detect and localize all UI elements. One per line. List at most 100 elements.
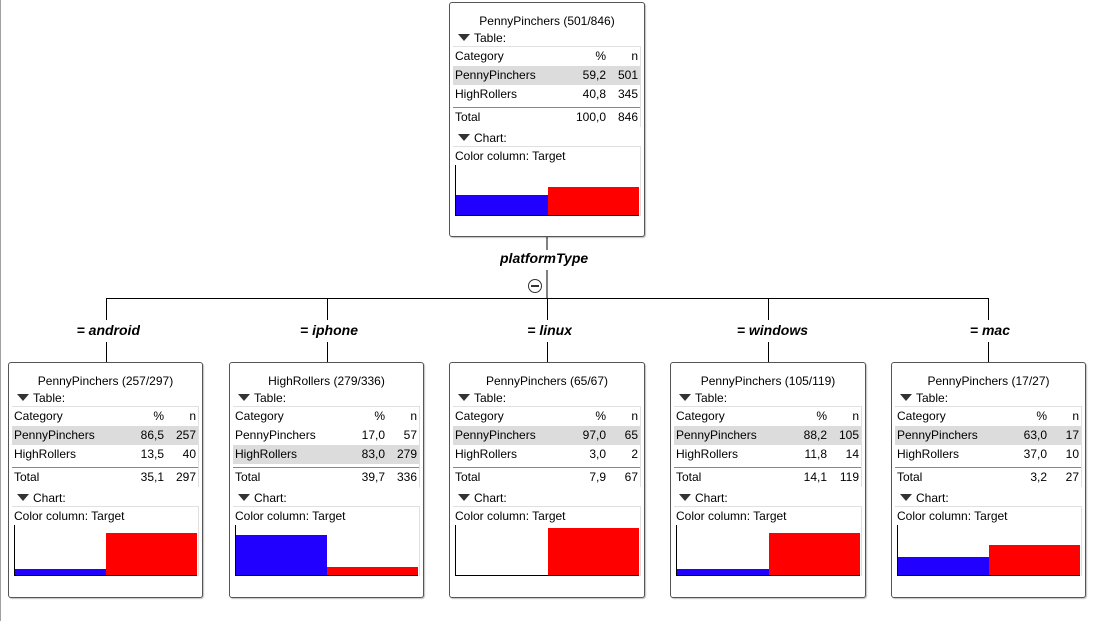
child-node[interactable]: PennyPinchers (17/27) Table: Category % …	[891, 362, 1086, 598]
chart-section-header[interactable]: Chart:	[238, 490, 423, 506]
chart-section-header[interactable]: Chart:	[900, 490, 1085, 506]
chart-section-header[interactable]: Chart:	[679, 490, 865, 506]
color-column-label: Color column: Target	[897, 509, 1008, 523]
row-percent: 83,0	[361, 447, 385, 461]
branch-condition-label: = android	[76, 322, 140, 338]
triangle-down-icon[interactable]	[458, 134, 470, 142]
bar-highrollers	[106, 533, 197, 575]
total-count: 67	[624, 470, 638, 484]
table-row: HighRollers 11,8 14	[674, 445, 861, 464]
table-label: Table:	[695, 391, 728, 405]
table-section-header[interactable]: Table:	[17, 390, 202, 406]
column-header-percent: %	[816, 409, 827, 423]
table-row: PennyPinchers 59,2 501	[453, 66, 640, 85]
table-row: HighRollers 37,0 10	[895, 445, 1081, 464]
column-header-percent: %	[595, 49, 606, 63]
table-row: PennyPinchers 88,2 105	[674, 426, 861, 445]
total-label: Total	[235, 470, 261, 484]
table-label: Table:	[916, 391, 949, 405]
node-title: PennyPinchers (105/119)	[700, 374, 836, 388]
table-row: PennyPinchers 86,5 257	[12, 426, 198, 445]
class-distribution-table: Category % n PennyPinchers 86,5 257 High…	[12, 406, 199, 487]
bar-highrollers	[768, 533, 860, 575]
table-row: HighRollers 83,0 279	[233, 445, 419, 464]
row-count: 501	[617, 68, 638, 82]
table-header-row: Category % n	[895, 407, 1081, 426]
table-header-row: Category % n	[233, 407, 419, 426]
chart-section-header[interactable]: Chart:	[17, 490, 202, 506]
bar-plot-area	[676, 525, 860, 576]
chart-label: Chart:	[254, 491, 287, 505]
triangle-down-icon[interactable]	[238, 494, 250, 502]
row-percent: 59,2	[582, 68, 606, 82]
column-header-category: Category	[676, 409, 725, 423]
child-node[interactable]: PennyPinchers (105/119) Table: Category …	[670, 362, 866, 598]
branch-condition-label: = linux	[527, 322, 572, 338]
column-header-n: n	[1072, 409, 1079, 423]
triangle-down-icon[interactable]	[17, 494, 29, 502]
column-header-category: Category	[455, 49, 504, 63]
triangle-down-icon[interactable]	[900, 494, 912, 502]
triangle-down-icon[interactable]	[900, 394, 912, 402]
node-title: PennyPinchers (65/67)	[485, 374, 609, 388]
triangle-down-icon[interactable]	[458, 34, 470, 42]
child-node[interactable]: PennyPinchers (65/67) Table: Category % …	[449, 362, 645, 598]
column-header-category: Category	[897, 409, 946, 423]
bar-pennypinchers	[898, 557, 989, 575]
row-count: 105	[838, 428, 859, 442]
triangle-down-icon[interactable]	[238, 394, 250, 402]
node-title: HighRollers (279/336)	[268, 374, 385, 388]
triangle-down-icon[interactable]	[679, 494, 691, 502]
split-attribute-label: platformType	[500, 250, 589, 266]
row-percent: 17,0	[361, 428, 385, 442]
triangle-down-icon[interactable]	[679, 394, 691, 402]
row-percent: 86,5	[140, 428, 164, 442]
table-header-row: Category % n	[453, 407, 640, 426]
table-section-header[interactable]: Table:	[679, 390, 865, 406]
class-distribution-table: Category % n PennyPinchers 59,2 501 High…	[453, 46, 641, 127]
column-header-category: Category	[455, 409, 504, 423]
table-header-row: Category % n	[12, 407, 198, 426]
column-header-n: n	[852, 409, 859, 423]
child-node[interactable]: HighRollers (279/336) Table: Category % …	[229, 362, 424, 598]
class-distribution-chart: Color column: Target	[233, 506, 420, 576]
table-label: Table:	[474, 391, 507, 405]
table-total-row: Total 3,2 27	[895, 467, 1081, 487]
bar-highrollers	[327, 567, 418, 575]
total-percent: 7,9	[589, 470, 606, 484]
total-count: 846	[617, 110, 638, 124]
class-distribution-table: Category % n PennyPinchers 88,2 105 High…	[674, 406, 862, 487]
table-row: PennyPinchers 17,0 57	[233, 426, 419, 445]
class-distribution-chart: Color column: Target	[674, 506, 862, 576]
chart-label: Chart:	[695, 491, 728, 505]
bar-plot-area	[455, 165, 639, 216]
bar-highrollers	[989, 545, 1080, 575]
table-section-header[interactable]: Table:	[900, 390, 1085, 406]
bar-highrollers	[547, 528, 639, 575]
total-percent: 100,0	[575, 110, 606, 124]
column-header-percent: %	[595, 409, 606, 423]
triangle-down-icon[interactable]	[458, 394, 470, 402]
class-distribution-chart: Color column: Target	[895, 506, 1082, 576]
row-category: HighRollers	[14, 447, 77, 461]
child-node[interactable]: PennyPinchers (257/297) Table: Category …	[8, 362, 203, 598]
triangle-down-icon[interactable]	[17, 394, 29, 402]
chart-section-header[interactable]: Chart:	[458, 130, 644, 146]
table-section-header[interactable]: Table:	[238, 390, 423, 406]
table-total-row: Total 39,7 336	[233, 467, 419, 487]
chart-label: Chart:	[474, 131, 507, 145]
table-row: HighRollers 40,8 345	[453, 85, 640, 104]
minus-circle-icon[interactable]	[528, 279, 542, 293]
color-column-label: Color column: Target	[235, 509, 346, 523]
table-row: HighRollers 13,5 40	[12, 445, 198, 464]
class-distribution-chart: Color column: Target	[453, 506, 641, 576]
chart-section-header[interactable]: Chart:	[458, 490, 644, 506]
table-section-header[interactable]: Table:	[458, 30, 644, 46]
total-percent: 3,2	[1030, 470, 1047, 484]
table-section-header[interactable]: Table:	[458, 390, 644, 406]
row-category: PennyPinchers	[455, 68, 536, 82]
triangle-down-icon[interactable]	[458, 494, 470, 502]
branch-condition-label: = windows	[736, 322, 808, 338]
root-node[interactable]: PennyPinchers (501/846) Table: Category …	[449, 2, 645, 237]
table-row: PennyPinchers 63,0 17	[895, 426, 1081, 445]
